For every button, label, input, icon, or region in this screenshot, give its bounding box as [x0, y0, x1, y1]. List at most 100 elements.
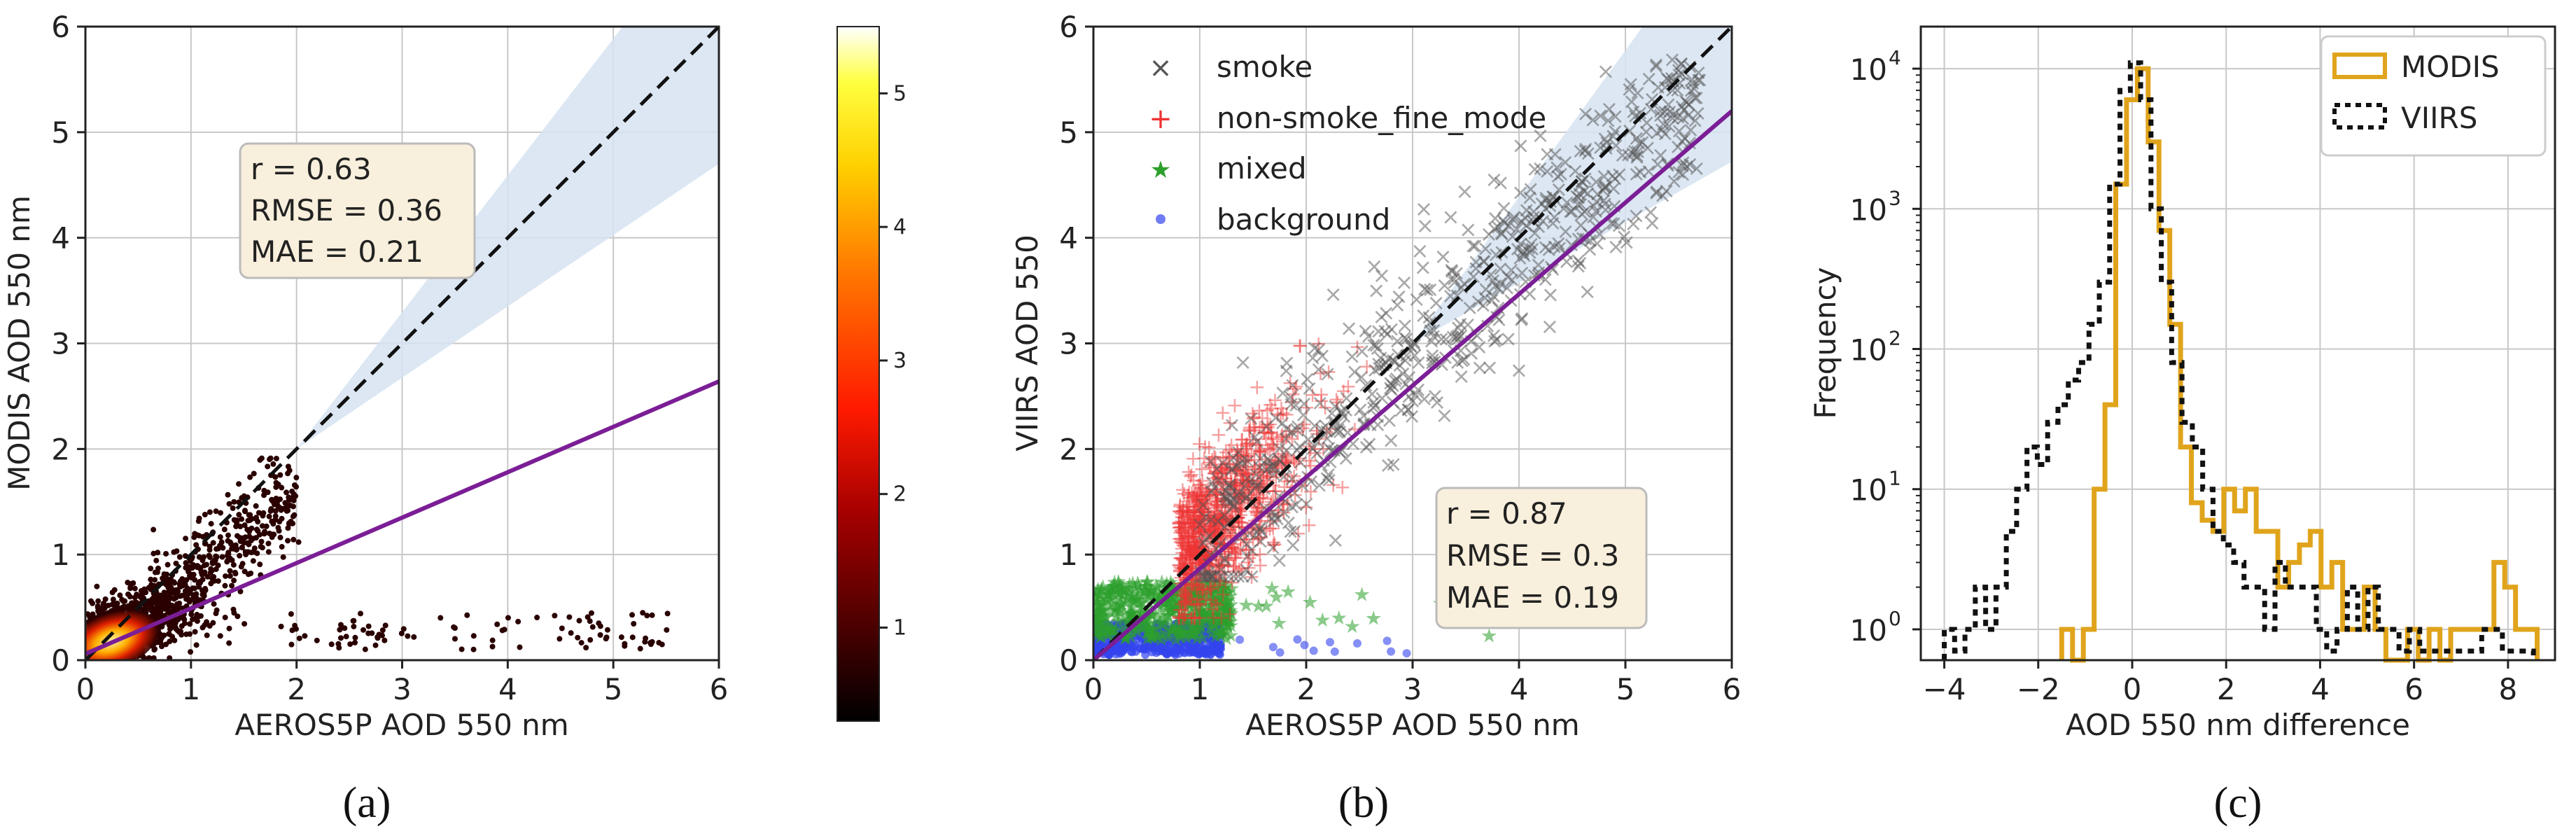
- b-point-smoke: ×: [1326, 526, 1345, 553]
- c-y-axis-label: Frequency: [1808, 267, 1842, 419]
- b-point-mixed: ★: [1184, 591, 1201, 614]
- a-point: [268, 506, 274, 512]
- b-point-mixed: ★: [1127, 589, 1144, 612]
- b-point-background: [1382, 636, 1392, 645]
- b-point-mixed: ★: [1086, 616, 1104, 639]
- a-point: [293, 475, 300, 481]
- b-point-mixed: ★: [1114, 578, 1131, 601]
- b-point-nonsmoke: +: [1212, 606, 1230, 631]
- b-point-mixed: ★: [1166, 598, 1184, 621]
- b-point-mixed: ★: [1101, 579, 1119, 602]
- a-point: [589, 624, 596, 630]
- b-point-mixed: ★: [1218, 610, 1236, 634]
- b-point-mixed: ★: [1222, 614, 1240, 637]
- a-point: [159, 624, 165, 630]
- b-point-background: [1194, 650, 1203, 659]
- b-point-mixed: ★: [1217, 627, 1235, 650]
- b-point-mixed: ★: [1110, 609, 1127, 632]
- b-point-mixed: ★: [1216, 608, 1233, 631]
- b-point-background: [1170, 620, 1180, 629]
- a-point: [489, 643, 496, 650]
- a-point: [262, 529, 268, 535]
- b-point-mixed: ★: [1203, 582, 1220, 605]
- a-point: [167, 638, 173, 645]
- a-point: [186, 564, 192, 570]
- b-point-mixed: ★: [1184, 608, 1201, 631]
- b-legend-nonsmoke-label: non-smoke_fine_mode: [1217, 101, 1546, 135]
- a-point: [177, 628, 183, 634]
- a-point: [290, 536, 297, 543]
- b-point-mixed: ★: [1101, 582, 1119, 605]
- a-point: [603, 636, 609, 642]
- a-point: [246, 541, 252, 547]
- c-ytick-base: 10: [1850, 613, 1887, 648]
- a-point: [302, 633, 308, 639]
- b-point-mixed: ★: [1177, 620, 1194, 643]
- b-ytick-label: 4: [1059, 221, 1078, 256]
- b-point-mixed: ★: [1172, 595, 1189, 618]
- a-point: [648, 641, 654, 648]
- b-point-mixed: ★: [1097, 605, 1114, 628]
- b-point-mixed: ★: [1189, 602, 1207, 625]
- b-point-mixed: ★: [1099, 589, 1116, 612]
- a-point: [186, 568, 192, 575]
- a-point: [622, 643, 628, 649]
- a-point: [183, 560, 189, 566]
- c-legend: MODIS VIIRS: [2320, 35, 2547, 157]
- b-point-mixed: ★: [1114, 575, 1131, 599]
- a-point: [208, 521, 214, 527]
- b-point-mixed: ★: [1093, 578, 1110, 601]
- c-ytick-exponent: 1: [1889, 467, 1901, 490]
- a-point: [337, 622, 344, 628]
- b-point-mixed: ★: [1185, 622, 1203, 645]
- b-point-mixed: ★: [1086, 608, 1103, 631]
- b-point-mixed: ★: [1177, 587, 1195, 610]
- b-point-mixed: ★: [1330, 606, 1348, 629]
- a-point: [188, 611, 195, 617]
- b-point-smoke: ×: [1455, 178, 1474, 204]
- b-point-mixed: ★: [1152, 611, 1169, 634]
- b-point-mixed: ★: [1157, 621, 1175, 644]
- a-point: [400, 626, 407, 632]
- a-point: [155, 565, 161, 571]
- b-point-mixed: ★: [1120, 576, 1138, 599]
- a-point: [213, 553, 219, 559]
- c-xtick-label: 6: [2404, 672, 2423, 706]
- b-point-smoke: ×: [1365, 253, 1384, 279]
- a-point: [132, 585, 138, 592]
- b-point-mixed: ★: [1170, 620, 1188, 643]
- b-point-mixed: ★: [1088, 611, 1105, 634]
- a-point: [362, 646, 368, 652]
- c-ytick-base: 10: [1850, 193, 1887, 227]
- b-point-mixed: ★: [1200, 599, 1217, 622]
- a-ytick-label: 2: [51, 432, 70, 466]
- b-point-mixed: ★: [1170, 615, 1188, 638]
- a-point: [231, 498, 237, 505]
- a-point: [566, 614, 573, 620]
- a-point: [163, 550, 169, 557]
- a-point: [269, 534, 275, 540]
- b-point-mixed: ★: [1196, 571, 1213, 594]
- b-point-mixed: ★: [1149, 575, 1166, 599]
- b-point-mixed: ★: [1106, 571, 1124, 594]
- a-point: [270, 461, 276, 467]
- c-ytick-exponent: 2: [1889, 327, 1901, 350]
- a-point: [277, 534, 284, 540]
- b-point-mixed: ★: [1161, 599, 1178, 622]
- b-point-mixed: ★: [1222, 599, 1239, 622]
- a-point: [265, 540, 272, 547]
- b-point-mixed: ★: [1203, 594, 1221, 617]
- b-point-mixed: ★: [1212, 581, 1229, 604]
- b-point-mixed: ★: [1206, 612, 1224, 635]
- b-point-mixed: ★: [1217, 594, 1235, 617]
- b-point-mixed: ★: [1219, 614, 1236, 637]
- a-point: [94, 604, 101, 610]
- b-point-mixed: ★: [1215, 593, 1233, 616]
- a-point: [266, 513, 272, 519]
- b-point-smoke: ×: [1260, 447, 1279, 473]
- a-point: [190, 571, 197, 578]
- b-point-background: [1102, 635, 1111, 644]
- b-stat-mae: MAE = 0.19: [1446, 580, 1619, 615]
- b-point-mixed: ★: [1104, 575, 1121, 599]
- a-point: [596, 620, 602, 627]
